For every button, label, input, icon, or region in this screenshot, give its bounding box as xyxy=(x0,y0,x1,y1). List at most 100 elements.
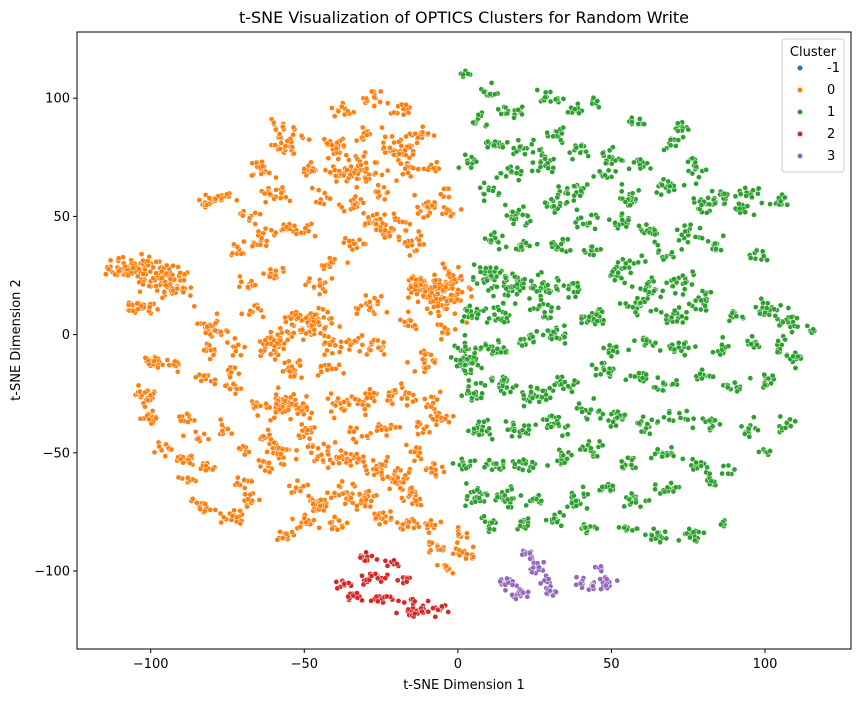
data-point xyxy=(289,516,296,522)
data-point xyxy=(321,136,328,142)
data-point xyxy=(336,361,342,368)
data-point xyxy=(555,183,562,190)
data-point xyxy=(462,362,469,368)
data-point xyxy=(683,408,690,414)
data-point xyxy=(489,436,496,443)
data-point xyxy=(565,383,572,389)
data-point xyxy=(726,318,733,324)
data-point xyxy=(309,185,316,191)
data-point xyxy=(441,324,448,331)
data-point xyxy=(426,429,433,436)
data-point xyxy=(338,338,344,345)
data-point xyxy=(647,165,654,172)
data-point xyxy=(505,292,511,299)
data-point xyxy=(717,351,724,358)
data-point xyxy=(461,313,468,320)
data-point xyxy=(351,428,357,435)
data-point xyxy=(565,286,572,292)
data-point xyxy=(276,131,283,137)
data-point xyxy=(380,509,387,516)
data-point xyxy=(266,469,273,476)
data-point xyxy=(346,243,353,249)
data-point xyxy=(610,347,616,354)
data-point xyxy=(753,247,760,254)
data-point xyxy=(410,151,416,158)
data-point xyxy=(276,406,283,413)
data-point xyxy=(210,352,217,358)
data-point xyxy=(297,362,303,369)
data-point xyxy=(749,333,755,340)
data-point xyxy=(652,384,659,391)
data-point xyxy=(112,271,118,278)
data-point xyxy=(760,299,766,306)
data-point xyxy=(501,390,507,397)
data-point xyxy=(246,449,252,455)
data-point xyxy=(675,128,681,134)
data-point xyxy=(725,470,732,477)
data-point xyxy=(201,347,207,354)
data-point xyxy=(333,579,340,585)
data-point xyxy=(149,408,156,414)
data-point xyxy=(202,501,209,508)
data-point xyxy=(465,387,471,394)
data-point xyxy=(618,188,625,195)
data-point xyxy=(260,433,267,440)
data-point xyxy=(277,451,284,457)
data-point xyxy=(777,413,784,420)
data-point xyxy=(600,345,607,351)
data-point xyxy=(479,390,485,397)
data-point xyxy=(683,309,690,316)
data-point xyxy=(553,335,560,341)
data-point xyxy=(405,169,411,176)
data-point xyxy=(375,344,382,351)
data-point xyxy=(391,109,397,116)
data-point xyxy=(378,293,385,300)
data-point xyxy=(733,313,740,320)
data-point xyxy=(288,489,295,496)
data-point xyxy=(387,233,393,239)
data-point xyxy=(652,481,659,488)
data-point xyxy=(394,560,400,567)
data-point xyxy=(564,236,571,243)
data-point xyxy=(631,159,637,166)
data-point xyxy=(191,417,198,424)
data-point xyxy=(503,212,510,219)
data-point xyxy=(548,240,555,247)
data-point xyxy=(634,295,641,301)
data-point xyxy=(560,512,567,519)
data-point xyxy=(311,424,318,431)
data-point xyxy=(482,518,488,525)
data-point xyxy=(724,384,731,391)
data-point xyxy=(478,427,485,434)
data-point xyxy=(392,387,398,393)
data-point xyxy=(342,500,349,507)
data-point xyxy=(267,266,274,273)
data-point xyxy=(626,165,632,172)
data-point xyxy=(500,458,507,464)
data-point xyxy=(238,352,244,359)
data-point xyxy=(368,597,374,604)
data-point xyxy=(324,309,331,315)
data-point xyxy=(428,403,435,410)
data-point xyxy=(446,419,452,426)
data-point xyxy=(488,237,495,244)
data-point xyxy=(335,395,342,402)
data-point xyxy=(246,215,253,222)
data-point xyxy=(518,243,525,250)
data-point xyxy=(681,340,688,347)
data-point xyxy=(515,177,522,183)
data-point xyxy=(379,461,385,468)
data-point xyxy=(306,275,313,282)
data-point xyxy=(471,457,478,464)
data-point xyxy=(383,432,390,439)
data-point xyxy=(674,226,681,233)
data-point xyxy=(394,465,401,472)
data-point xyxy=(598,563,604,570)
data-point xyxy=(407,252,413,259)
data-point xyxy=(329,142,335,148)
data-point xyxy=(320,306,326,313)
data-point xyxy=(277,195,284,201)
data-point xyxy=(660,176,667,183)
data-point xyxy=(699,375,705,382)
